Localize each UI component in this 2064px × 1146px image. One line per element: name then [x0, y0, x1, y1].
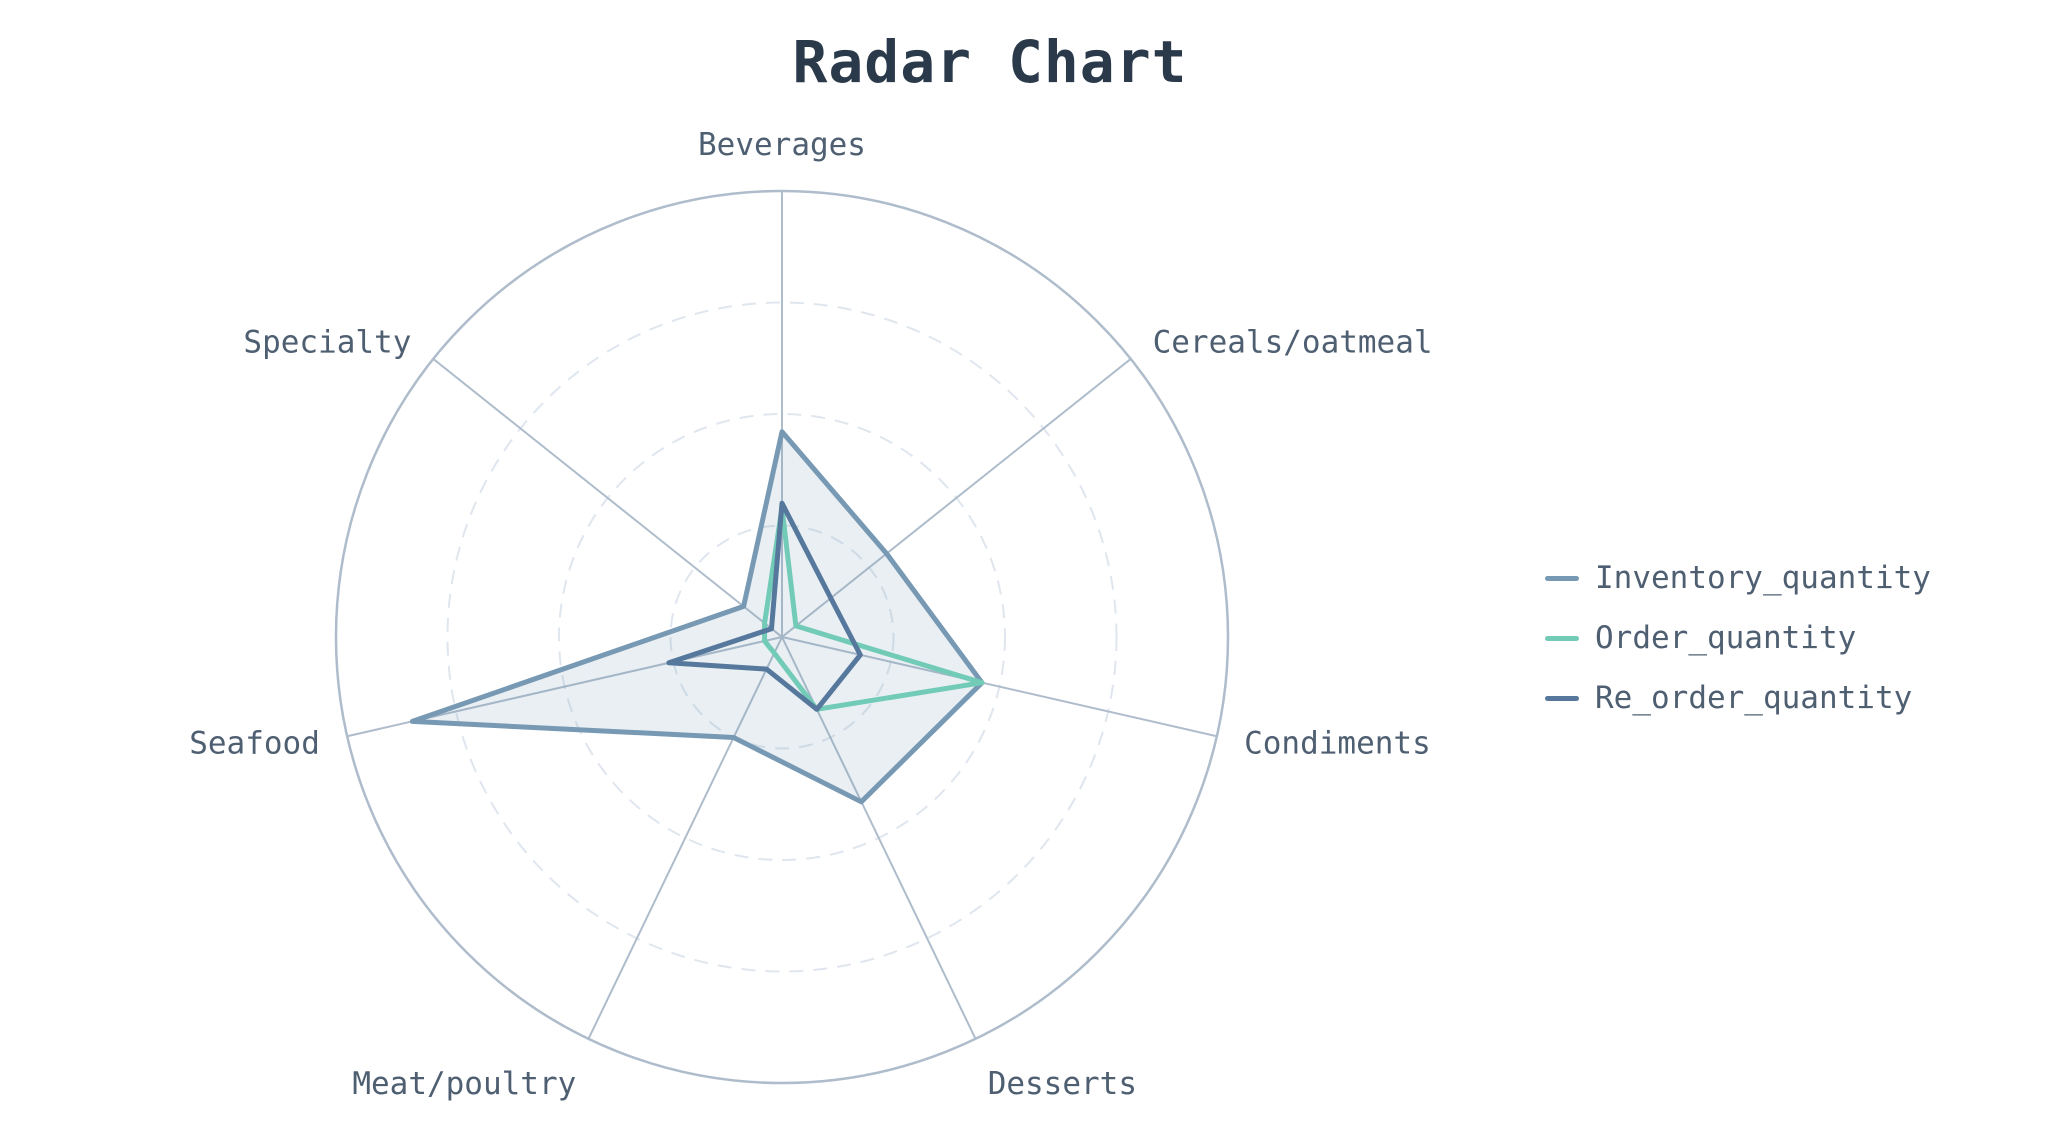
legend: Inventory_quantity Order_quantity Re_order… — [1545, 548, 1931, 728]
axis-spoke-2 — [781, 358, 1132, 638]
legend-swatch-1 — [1545, 575, 1579, 581]
legend-swatch-2 — [1545, 635, 1579, 641]
category-label-4: Desserts — [988, 1066, 1137, 1102]
category-label-2: Cereals/oatmeal — [1153, 325, 1433, 361]
legend-item-2[interactable]: Order_quantity — [1545, 608, 1931, 668]
grid-ring-2 — [558, 413, 1006, 861]
axis-spoke-5 — [587, 636, 783, 1040]
legend-label-1: Inventory_quantity — [1595, 560, 1931, 596]
radar-grid — [334, 189, 1230, 1085]
chart-title: Radar Chart — [792, 28, 1188, 96]
legend-label-3: Re_order_quantity — [1595, 680, 1913, 716]
category-label-7: Specialty — [243, 325, 411, 361]
legend-label-2: Order_quantity — [1595, 620, 1857, 656]
category-labels: Beverages Cereals/oatmeal Condiments Desser… — [189, 127, 1432, 1102]
radar-series — [409, 429, 985, 805]
series-order-quantity — [762, 505, 985, 712]
legend-item-1[interactable]: Inventory_quantity — [1545, 548, 1931, 608]
grid-ring-1 — [669, 524, 895, 750]
category-label-3: Condiments — [1244, 726, 1431, 762]
series-inventory-quantity — [409, 429, 985, 805]
category-label-6: Seafood — [189, 726, 320, 762]
axis-spoke-7 — [432, 358, 783, 638]
grid-ring-3 — [446, 301, 1118, 973]
legend-item-3[interactable]: Re_order_quantity — [1545, 668, 1931, 728]
category-label-1: Beverages — [698, 127, 866, 163]
series-re-order-quantity — [666, 500, 863, 712]
legend-swatch-3 — [1545, 695, 1579, 701]
category-label-5: Meat/poultry — [352, 1066, 576, 1102]
axis-spoke-3 — [781, 636, 1218, 738]
